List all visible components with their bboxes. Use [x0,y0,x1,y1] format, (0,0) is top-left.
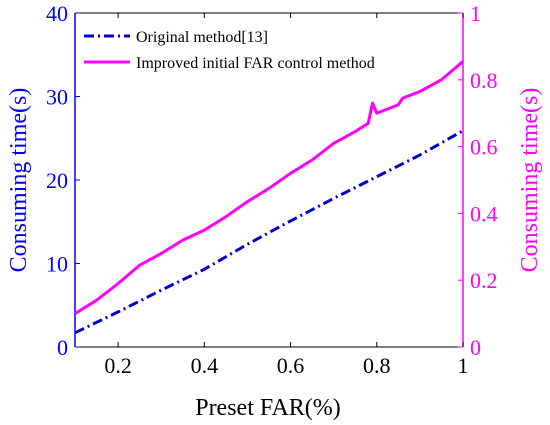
left-y-tick-label: 40 [46,1,68,26]
legend-label-improved: Improved initial FAR control method [136,55,375,72]
right-y-tick-label: 0.2 [470,268,498,293]
x-tick-label: 0.8 [363,353,391,378]
right-y-tick-label: 0.6 [470,135,498,160]
x-tick-label: 1 [458,353,469,378]
legend: Original method[13] Improved initial FAR… [84,29,375,72]
x-tick-label: 0.4 [191,353,219,378]
left-y-tick-label: 20 [46,168,68,193]
series-line-improved [74,60,464,315]
x-tick-label: 0.6 [277,353,305,378]
right-y-tick-label: 0.8 [470,68,498,93]
x-axis-title: Preset FAR(%) [195,395,341,421]
right-y-tick-label: 0.4 [470,201,498,226]
left-y-axis-title: Consuming time(s) [6,88,32,273]
left-y-tick-label: 0 [57,335,68,360]
series-line-original [74,129,464,335]
right-y-tick-label: 0 [470,335,481,360]
left-y-tick-label: 30 [46,85,68,110]
x-tick-label: 0.2 [104,353,132,378]
left-y-tick-label: 10 [46,252,68,277]
legend-label-original: Original method[13] [136,29,268,46]
right-y-axis-title: Consuming time(s) [517,88,543,273]
right-y-tick-label: 1 [470,1,481,26]
series-layer [74,60,464,335]
